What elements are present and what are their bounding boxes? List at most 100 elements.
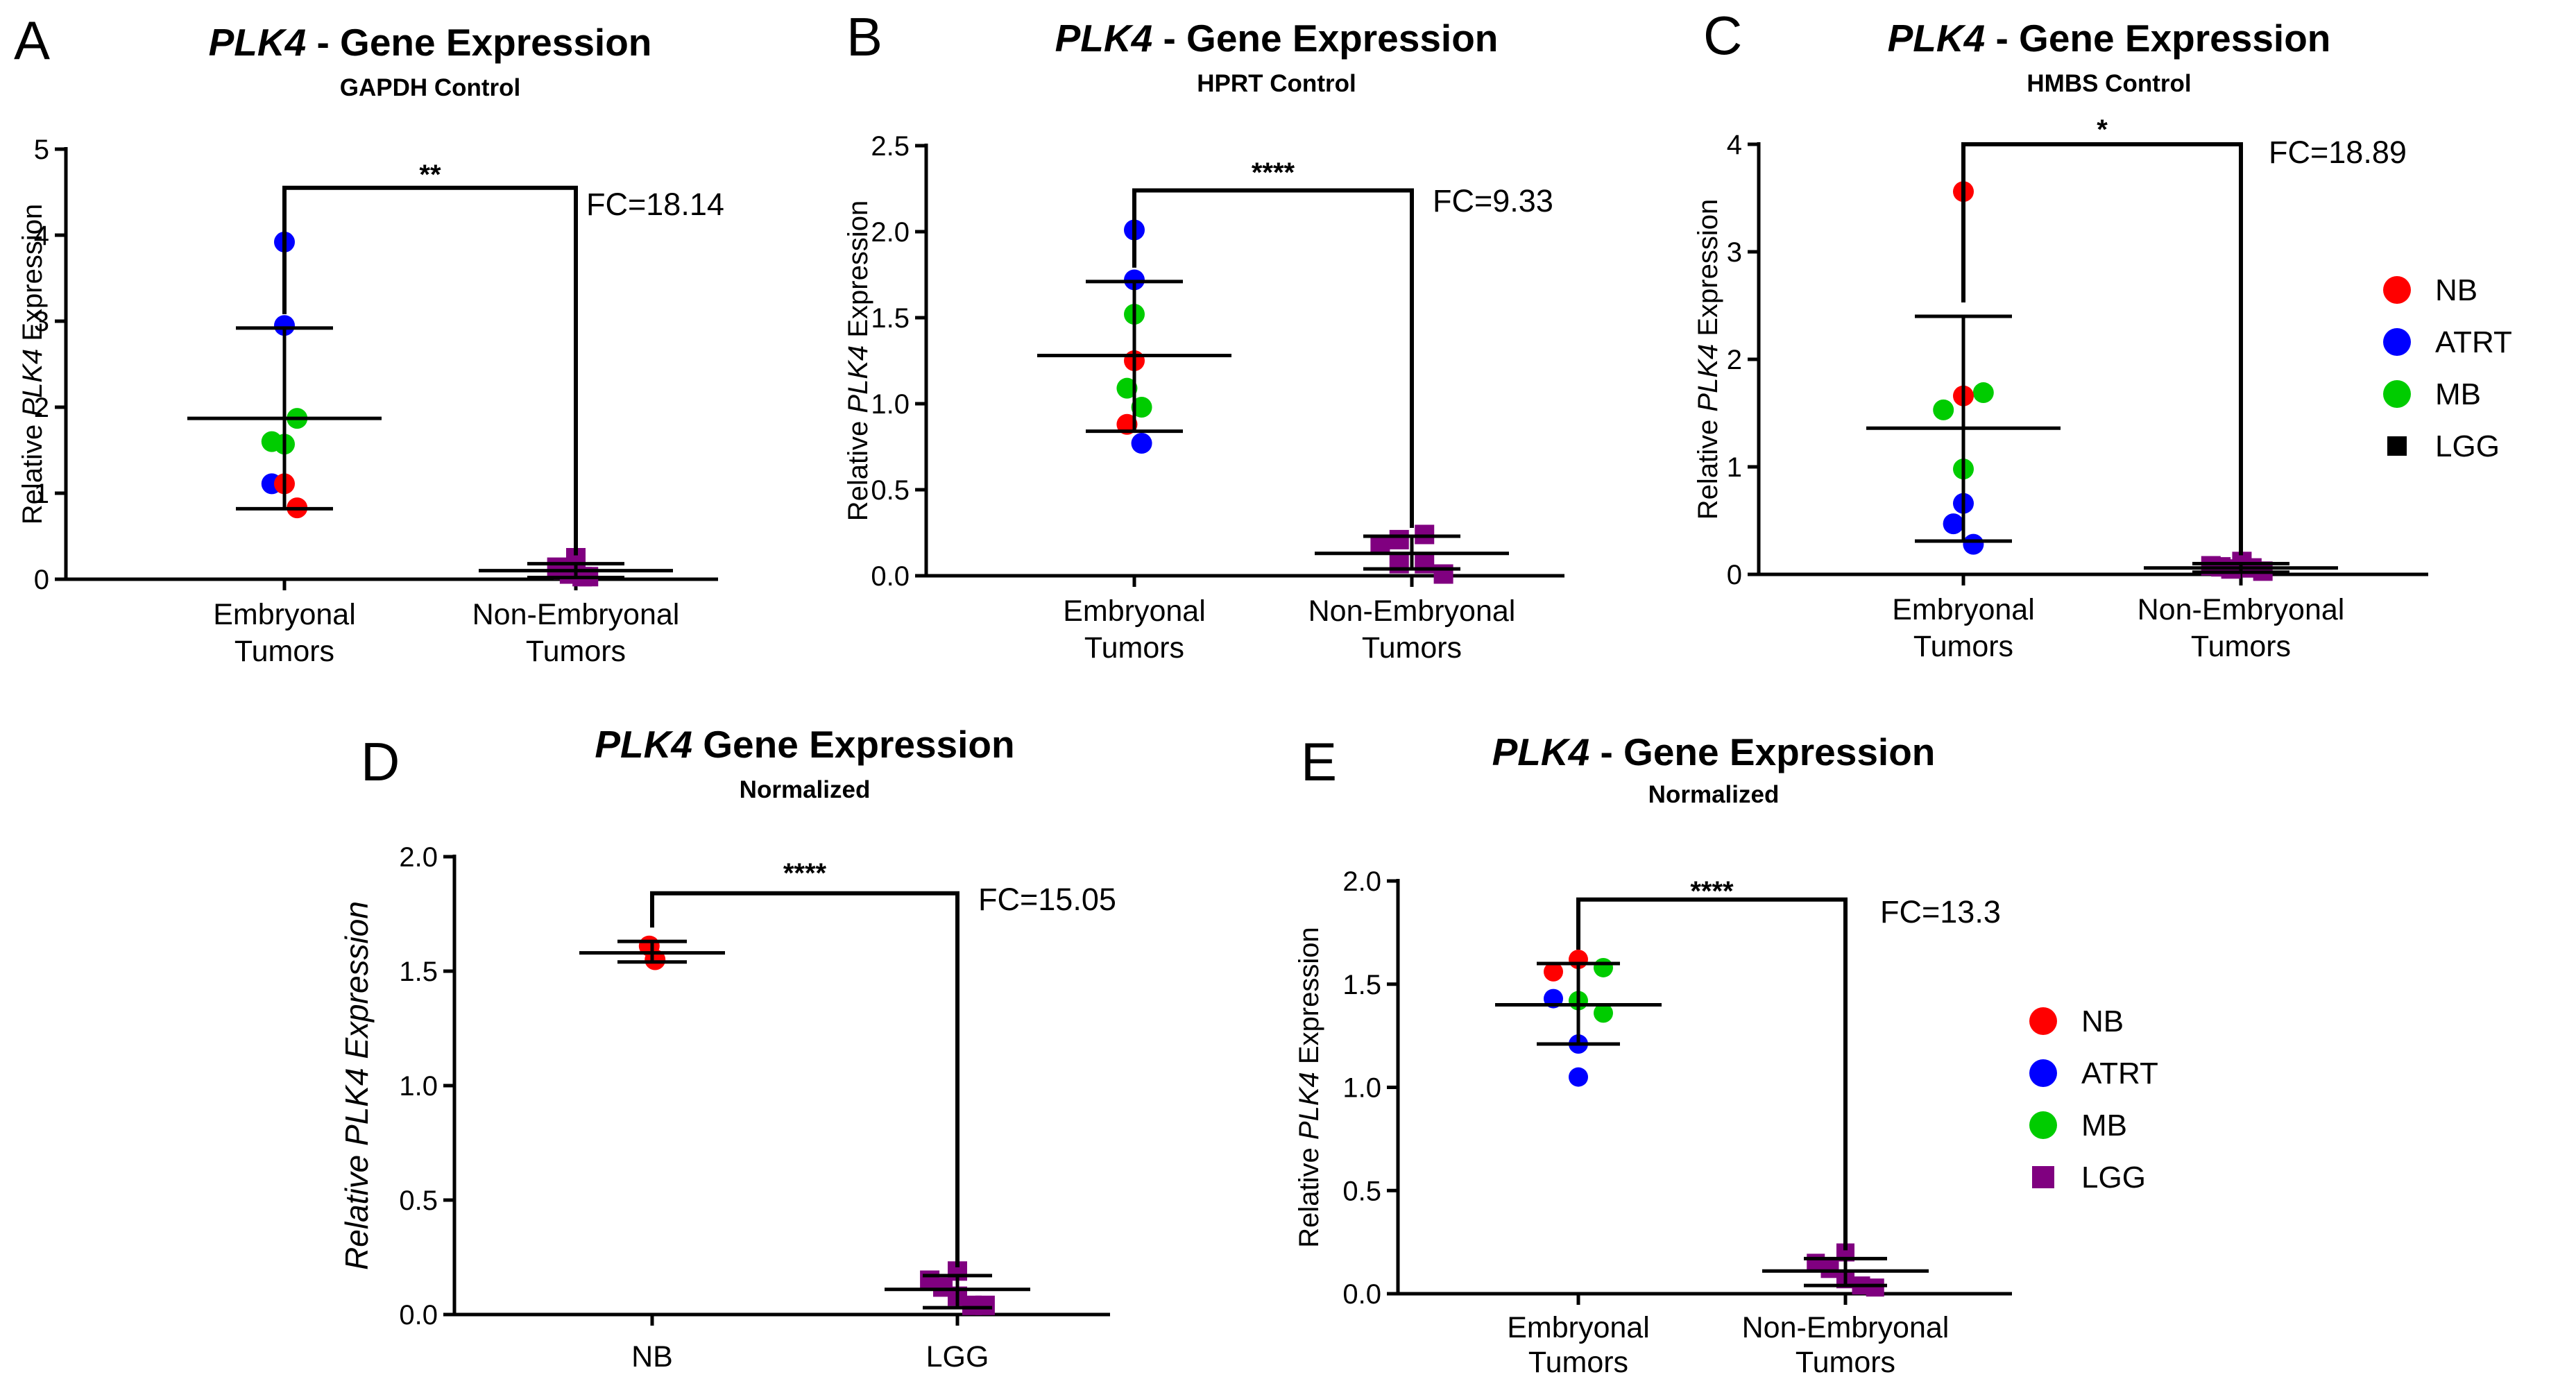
y-tick-label: 0.0 [1342, 1279, 1381, 1310]
chart-title: PLK4 Gene Expression [595, 723, 1014, 766]
x-tick-label: Embryonal Tumors [213, 598, 356, 668]
y-axis-label-pre: Relative [17, 417, 48, 525]
y-tick-label: 1.0 [399, 1071, 438, 1102]
x-tick-label: Non-Embryonal Tumors [2138, 593, 2345, 663]
y-tick-label: 4 [1727, 130, 1742, 160]
chart-title-gene: PLK4 [209, 21, 307, 64]
y-tick-label: 0.5 [1342, 1176, 1381, 1206]
y-tick-label: 5 [34, 135, 49, 165]
y-tick-label: 2 [1727, 345, 1742, 375]
y-tick-label: 2.0 [399, 842, 438, 873]
y-axis-label-gene: PLK4 [1693, 344, 1723, 412]
data-point [1116, 377, 1138, 399]
data-point [1389, 529, 1409, 549]
significance-label: **** [783, 858, 827, 889]
legend-marker [2383, 328, 2411, 356]
y-axis-label: Relative PLK4 Expression [1294, 927, 1324, 1247]
x-tick-label-line: Tumors [2191, 630, 2291, 663]
x-tick-label-line: Tumors [1913, 630, 2013, 663]
y-axis-label-pre: Relative [843, 413, 873, 522]
y-tick-label: 0.5 [399, 1186, 438, 1216]
legend-label: MB [2435, 377, 2481, 411]
significance-label: **** [1252, 157, 1295, 188]
y-axis-label-pre: Relative [1693, 412, 1723, 520]
x-tick-label-line: Tumors [1528, 1346, 1628, 1379]
y-tick-label: 2 [34, 393, 49, 423]
data-point [1972, 382, 1994, 404]
y-tick-label: 2.0 [871, 217, 910, 248]
y-axis-label: Relative PLK4 Expression [843, 200, 873, 521]
chart-subtitle: GAPDH Control [340, 74, 521, 101]
y-axis-label: Relative PLK4 Expression [1693, 199, 1723, 520]
fold-change-label: FC=18.89 [2269, 135, 2407, 170]
legend-2: NB ATRT MB LGG [2029, 1004, 2158, 1195]
x-tick-label-line: Non-Embryonal [2138, 593, 2345, 626]
legend-1: NB ATRT MB LGG [2383, 273, 2512, 463]
x-tick-label-line: Embryonal [1063, 594, 1206, 628]
data-point [975, 1295, 995, 1315]
panel-letter: A [14, 10, 50, 71]
data-point [274, 315, 295, 336]
y-tick-label: 1.5 [399, 957, 438, 987]
y-tick-label: 0.0 [399, 1300, 438, 1330]
chart-title: PLK4 - Gene Expression [1888, 17, 2331, 60]
x-tick-label-line: Embryonal [213, 598, 356, 631]
legend-marker [2387, 436, 2407, 456]
x-tick-label-line: Tumors [1084, 631, 1184, 665]
x-tick-label: Embryonal Tumors [1063, 594, 1206, 665]
y-axis-label-gene: PLK4 Expression [339, 901, 375, 1146]
y-tick-label: 2.5 [871, 131, 910, 162]
x-tick-label-line: Embryonal [1892, 593, 2035, 626]
x-tick-label-line: Tumors [1795, 1346, 1895, 1379]
chart-subtitle: Normalized [1648, 781, 1780, 808]
legend-label: LGG [2435, 429, 2500, 463]
chart-subtitle: Normalized [740, 776, 871, 803]
panel-letter: E [1301, 731, 1337, 792]
x-tick-label: Embryonal Tumors [1892, 593, 2035, 663]
x-tick-label: Non-Embryonal Tumors [472, 598, 680, 668]
data-point [1820, 1260, 1839, 1278]
chart-panel-a: A PLK4 - Gene Expression GAPDH Control Rela… [14, 10, 724, 668]
group-1 [1866, 181, 2061, 555]
chart-title-rest: - Gene Expression [1589, 730, 1935, 773]
y-tick-label: 4 [34, 221, 49, 251]
chart-title-rest: - Gene Expression [1985, 17, 2330, 60]
chart-title: PLK4 - Gene Expression [1055, 17, 1499, 60]
y-tick-label: 3 [1727, 237, 1742, 268]
significance-bracket [1576, 897, 1848, 1251]
y-axis-label-post: Expression [843, 200, 873, 345]
legend-label: NB [2081, 1004, 2124, 1038]
significance-bracket [1132, 188, 1414, 528]
chart-panel-b: B PLK4 - Gene Expression HPRT Control Relat… [843, 6, 1564, 665]
y-tick-label: 0 [1727, 560, 1742, 590]
legend-label: ATRT [2435, 325, 2512, 359]
y-tick-label: 1.0 [1342, 1073, 1381, 1104]
group-2 [2144, 551, 2338, 581]
data-point [1594, 1003, 1613, 1023]
legend-marker [2029, 1111, 2057, 1139]
chart-title-gene: PLK4 [1055, 17, 1153, 60]
data-point [1131, 396, 1152, 418]
data-point [1544, 961, 1563, 982]
chart-title-gene: PLK4 [595, 723, 692, 766]
group-2 [1762, 1243, 1929, 1297]
x-tick-label: Non-Embryonal Tumors [1742, 1311, 1950, 1379]
chart-title-rest: - Gene Expression [306, 21, 651, 64]
chart-title: PLK4 - Gene Expression [1492, 730, 1936, 773]
fold-change-label: FC=13.3 [1880, 894, 2001, 930]
legend-marker [2029, 1007, 2057, 1035]
fold-change-label: FC=9.33 [1433, 183, 1553, 219]
x-tick-label-line: Tumors [234, 635, 334, 668]
significance-bracket [282, 185, 578, 556]
data-point [1866, 1278, 1884, 1297]
x-tick-label-line: Tumors [526, 635, 626, 668]
y-tick-label: 1.0 [871, 389, 910, 420]
x-tick-label: Non-Embryonal Tumors [1308, 594, 1516, 665]
legend-marker [2383, 380, 2411, 408]
group-1 [1037, 219, 1231, 454]
y-axis-label-gene: PLK4 [1294, 1072, 1324, 1140]
legend-label: MB [2081, 1109, 2127, 1142]
group-1 [1495, 950, 1662, 1087]
y-axis-label-pre: Relative [1294, 1140, 1324, 1248]
